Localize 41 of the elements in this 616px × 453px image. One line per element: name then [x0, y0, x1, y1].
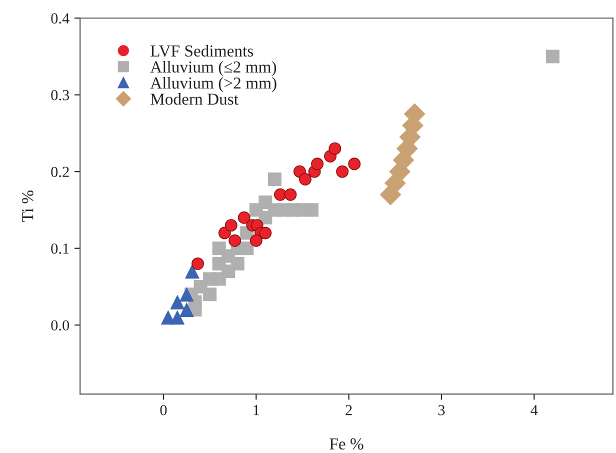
point	[240, 242, 254, 256]
y-axis-title: Ti %	[22, 190, 34, 222]
legend-label: Alluvium (>2 mm)	[150, 76, 276, 92]
point	[224, 219, 238, 232]
point	[274, 188, 286, 201]
x-tick-label: 0	[160, 404, 167, 416]
point	[170, 310, 185, 325]
point	[546, 50, 560, 64]
y-tick-label: 0.0	[51, 320, 70, 331]
point	[218, 226, 231, 240]
point	[311, 158, 324, 170]
point	[268, 172, 282, 186]
x-tick-label: 2	[346, 405, 352, 416]
legend-label: LVF Sediments	[150, 44, 254, 57]
point	[179, 287, 194, 302]
x-tick-label: 4	[530, 405, 538, 416]
point	[228, 234, 242, 247]
point	[299, 173, 312, 186]
point	[230, 256, 244, 270]
y-tick-label: 0.4	[51, 13, 70, 24]
point	[304, 203, 319, 217]
point	[184, 264, 200, 279]
x-axis-title: Fe %	[330, 438, 364, 450]
point	[250, 234, 262, 247]
point	[203, 288, 217, 302]
y-tick-label: 0.1	[51, 243, 69, 254]
point	[259, 226, 272, 240]
x-tick-label: 1	[254, 405, 260, 416]
point	[328, 142, 342, 155]
point	[192, 257, 204, 270]
point	[284, 188, 297, 201]
point	[238, 211, 250, 224]
point	[348, 158, 361, 170]
y-tick-label: 0.2	[51, 166, 69, 178]
point	[336, 165, 349, 178]
legend-label: Alluvium (≤2 mm)	[150, 60, 276, 76]
legend-label: Modern Dust	[150, 93, 238, 105]
point	[179, 302, 194, 317]
point	[170, 294, 185, 310]
y-tick-label: 0.3	[51, 90, 70, 100]
x-tick-label: 3	[438, 405, 445, 416]
